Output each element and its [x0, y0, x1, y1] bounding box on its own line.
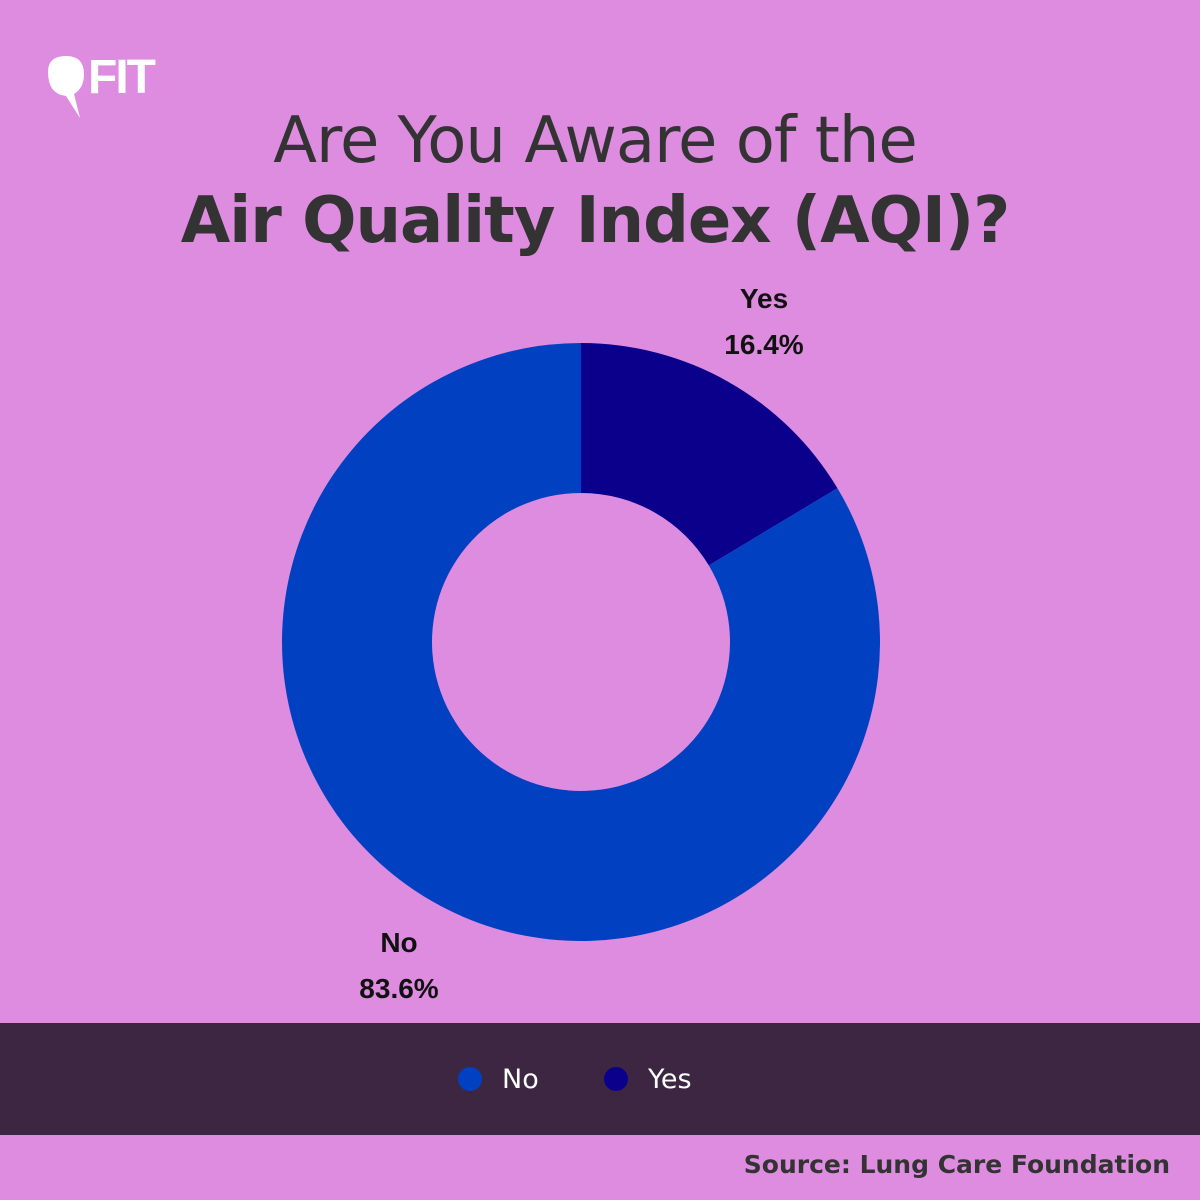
slice-label-yes-value: 16.4% — [724, 329, 803, 360]
chart-title-line2: Air Quality Index (AQI)? — [180, 184, 1010, 258]
slice-label-no-value: 83.6% — [359, 973, 438, 1004]
legend-item-yes: Yes — [604, 1061, 692, 1097]
legend-label-yes: Yes — [648, 1063, 692, 1095]
logo-text: FIT — [88, 51, 156, 104]
source-note: Source: Lung Care Foundation — [743, 1150, 1170, 1179]
quint-fit-logo — [48, 56, 84, 118]
slice-label-no-name: No — [380, 927, 417, 958]
donut-slice-yes — [581, 343, 838, 566]
legend-dot-no — [458, 1067, 482, 1091]
donut-slice-no — [282, 343, 881, 942]
chart-title-line1: Are You Aware of the — [273, 104, 918, 178]
legend-item-no: No — [458, 1061, 539, 1097]
legend-dot-yes — [604, 1067, 628, 1091]
slice-label-yes-name: Yes — [740, 283, 788, 314]
legend: No Yes — [0, 1023, 1200, 1135]
legend-label-no: No — [502, 1063, 539, 1095]
